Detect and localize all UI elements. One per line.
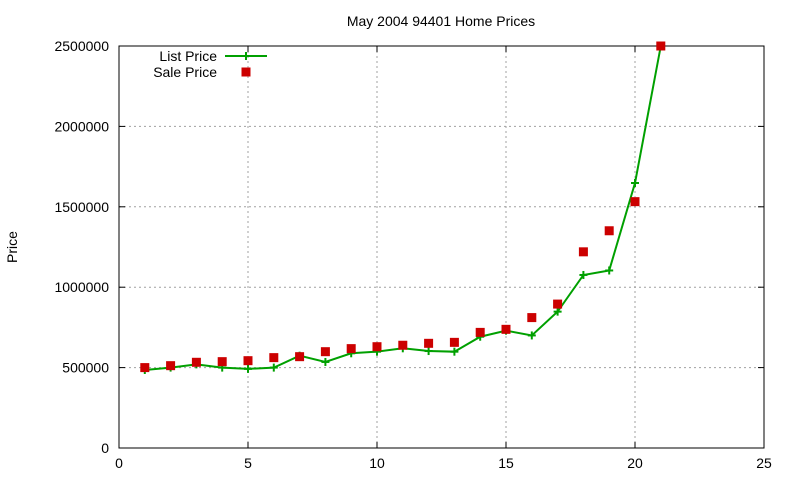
data-point-square <box>553 299 563 309</box>
data-point-plus <box>579 270 588 279</box>
x-tick-label: 5 <box>244 455 252 471</box>
data-point-square <box>372 342 382 352</box>
data-point-plus <box>424 347 433 356</box>
data-point-plus <box>527 331 536 340</box>
data-point-square <box>217 357 227 367</box>
y-tick-label: 2500000 <box>54 38 109 54</box>
series-layer <box>140 41 666 375</box>
y-tick-label: 1000000 <box>54 279 109 295</box>
grid-lines <box>119 46 764 448</box>
series-list-price <box>140 42 665 375</box>
data-point-square <box>604 226 614 236</box>
series-sale-price <box>140 41 666 373</box>
data-point-square <box>449 337 459 347</box>
legend-label-sale-price: Sale Price <box>153 64 217 80</box>
legend-plus-marker <box>242 52 250 60</box>
data-point-square <box>501 324 511 334</box>
data-point-square <box>346 344 356 354</box>
data-point-square <box>424 338 434 348</box>
data-point-square <box>475 327 485 337</box>
data-point-square <box>191 357 201 367</box>
plot-border <box>118 45 765 449</box>
y-tick-label: 2000000 <box>54 118 109 134</box>
x-tick-label: 0 <box>115 455 123 471</box>
data-point-plus <box>631 179 639 188</box>
y-axis-label: Price <box>4 231 20 263</box>
x-tick-label: 20 <box>627 455 643 471</box>
data-point-plus <box>244 364 252 373</box>
plot-frame <box>118 45 765 449</box>
data-point-square <box>166 361 176 371</box>
x-axis: 0 5 10 15 20 25 <box>115 46 772 471</box>
legend-list-price-line-icon <box>225 52 267 60</box>
y-tick-label: 0 <box>101 440 109 456</box>
y-tick-label: 1500000 <box>54 199 109 215</box>
data-point-plus <box>269 363 278 372</box>
data-point-square <box>630 197 640 207</box>
data-point-square <box>656 41 666 51</box>
data-point-plus <box>321 357 330 366</box>
data-point-square <box>243 356 253 366</box>
legend-sale-price-square-icon <box>241 67 251 77</box>
legend: List Price Sale Price <box>153 48 267 80</box>
data-point-square <box>398 340 408 350</box>
data-point-plus <box>553 307 562 316</box>
data-point-plus <box>605 266 614 275</box>
chart-title: May 2004 94401 Home Prices <box>347 13 535 29</box>
data-point-square <box>578 247 588 257</box>
data-point-square <box>527 313 537 323</box>
y-tick-label: 500000 <box>62 360 109 376</box>
series-line <box>144 45 662 372</box>
data-point-square <box>320 347 330 357</box>
data-point-square <box>269 353 279 363</box>
legend-label-list-price: List Price <box>159 48 217 64</box>
x-tick-label: 25 <box>756 455 772 471</box>
data-point-square <box>295 352 305 362</box>
data-point-square <box>140 363 150 373</box>
x-tick-label: 10 <box>369 455 385 471</box>
legend-square-marker <box>241 67 251 77</box>
x-tick-label: 15 <box>498 455 514 471</box>
y-axis: 0 500000 1000000 1500000 2000000 2500000 <box>54 38 764 456</box>
data-point-plus <box>450 347 459 356</box>
